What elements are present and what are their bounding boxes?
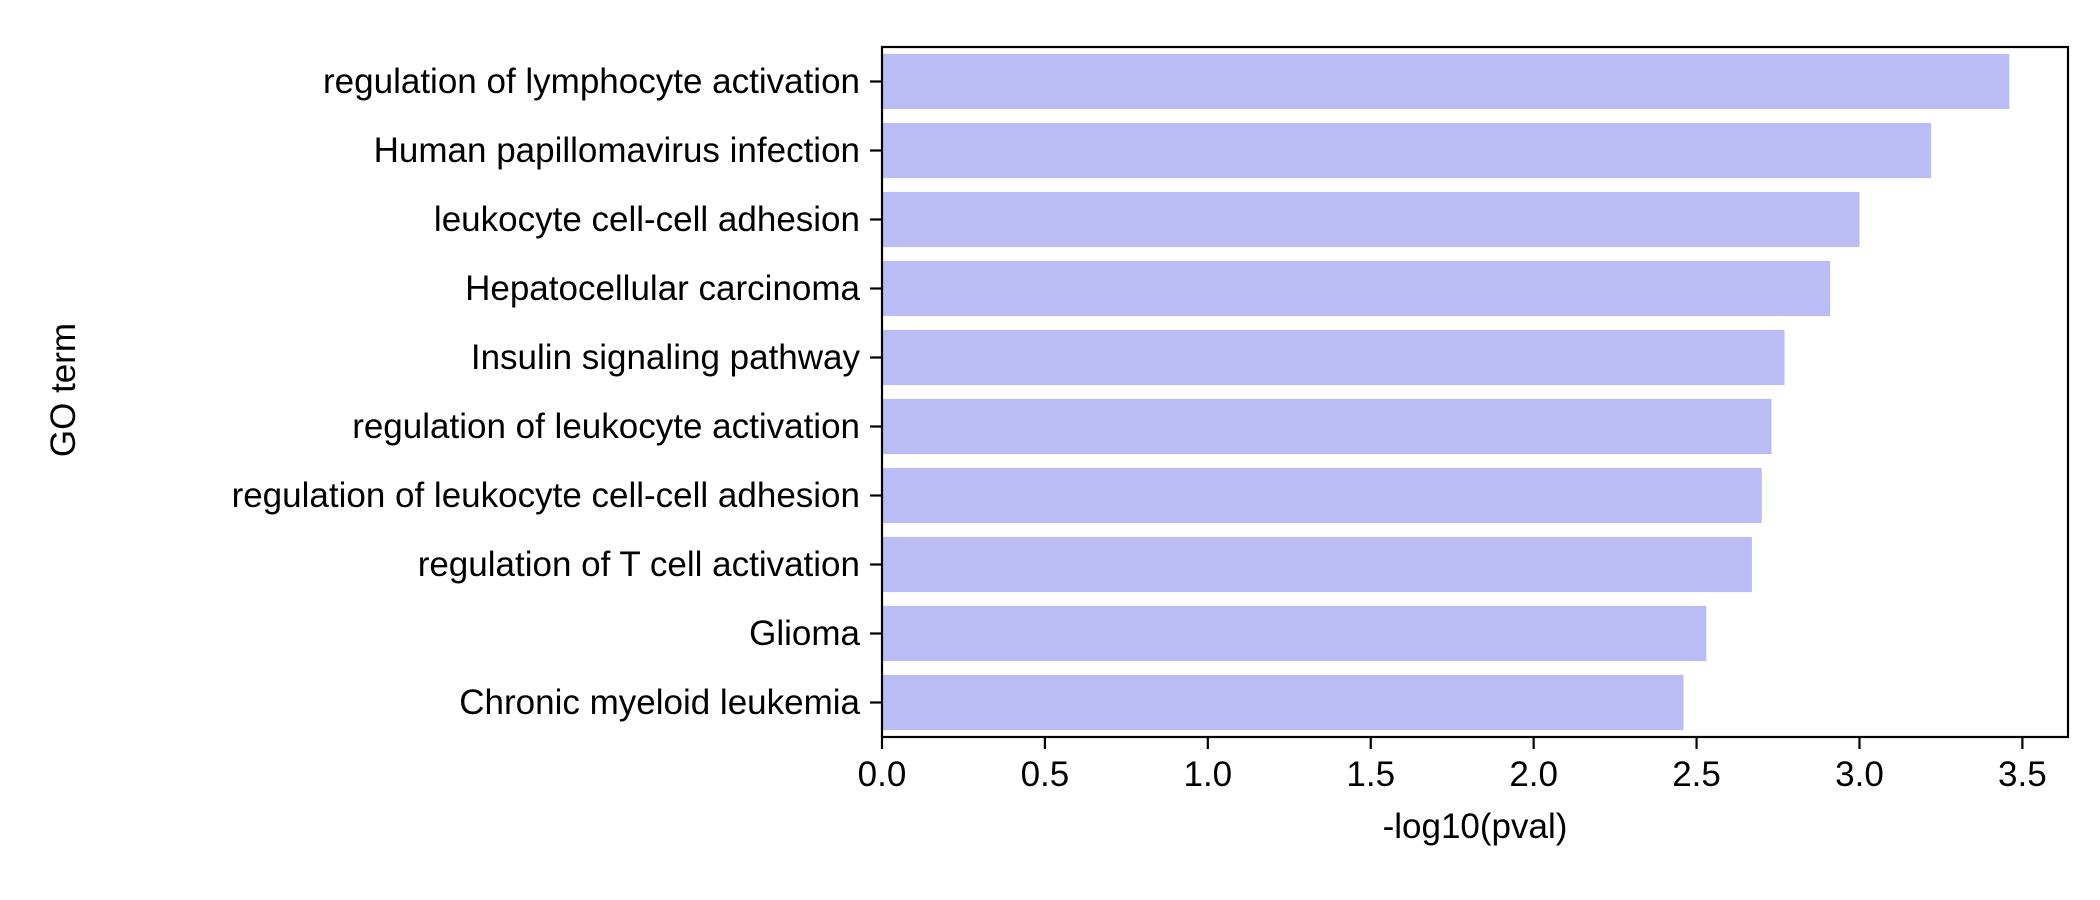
bar-hepatocellular-carcinoma xyxy=(882,260,1831,317)
y-tick-label: Glioma xyxy=(749,614,860,653)
y-tick-label: regulation of leukocyte activation xyxy=(352,407,860,446)
bar-human-papillomavirus-infection xyxy=(882,122,1932,179)
y-axis-title: GO term xyxy=(44,323,83,457)
bar-regulation-of-t-cell-activation xyxy=(882,536,1752,593)
bar-leukocyte-cell-cell-adhesion xyxy=(882,191,1860,248)
plot-frame xyxy=(880,45,2070,739)
x-tick-label: 1.0 xyxy=(1183,755,1232,794)
bar-regulation-of-leukocyte-cell-cell-adhesion xyxy=(882,467,1762,524)
x-tick-label: 0.0 xyxy=(858,755,907,794)
y-tick-label: leukocyte cell-cell adhesion xyxy=(434,200,860,239)
y-tick-label: regulation of T cell activation xyxy=(418,545,860,584)
y-tick-label: regulation of leukocyte cell-cell adhesi… xyxy=(232,476,860,515)
y-tick-label: Human papillomavirus infection xyxy=(374,131,860,170)
y-tick-label: Hepatocellular carcinoma xyxy=(465,269,860,308)
x-tick-label: 3.0 xyxy=(1835,755,1884,794)
y-tick-label: Insulin signaling pathway xyxy=(471,338,861,377)
x-axis-ticks: 0.0 0.5 1.0 1.5 2.0 2.5 3.0 3.5 xyxy=(858,737,2047,794)
bar-chronic-myeloid-leukemia xyxy=(882,674,1684,731)
x-tick-label: 2.5 xyxy=(1672,755,1721,794)
bars-layer xyxy=(882,53,2010,731)
y-axis-ticks: regulation of lymphocyte activation Human… xyxy=(232,62,882,722)
bar-insulin-signaling-pathway xyxy=(882,329,1785,386)
x-axis-title: -log10(pval) xyxy=(1383,807,1568,846)
x-tick-label: 0.5 xyxy=(1021,755,1070,794)
x-tick-label: 2.0 xyxy=(1509,755,1558,794)
bar-regulation-of-leukocyte-activation xyxy=(882,398,1772,455)
x-tick-label: 3.5 xyxy=(1998,755,2047,794)
bar-glioma xyxy=(882,605,1707,662)
y-tick-label: regulation of lymphocyte activation xyxy=(323,62,860,101)
x-tick-label: 1.5 xyxy=(1346,755,1395,794)
bar-regulation-of-lymphocyte-activation xyxy=(882,53,2010,110)
y-tick-label: Chronic myeloid leukemia xyxy=(459,683,860,722)
